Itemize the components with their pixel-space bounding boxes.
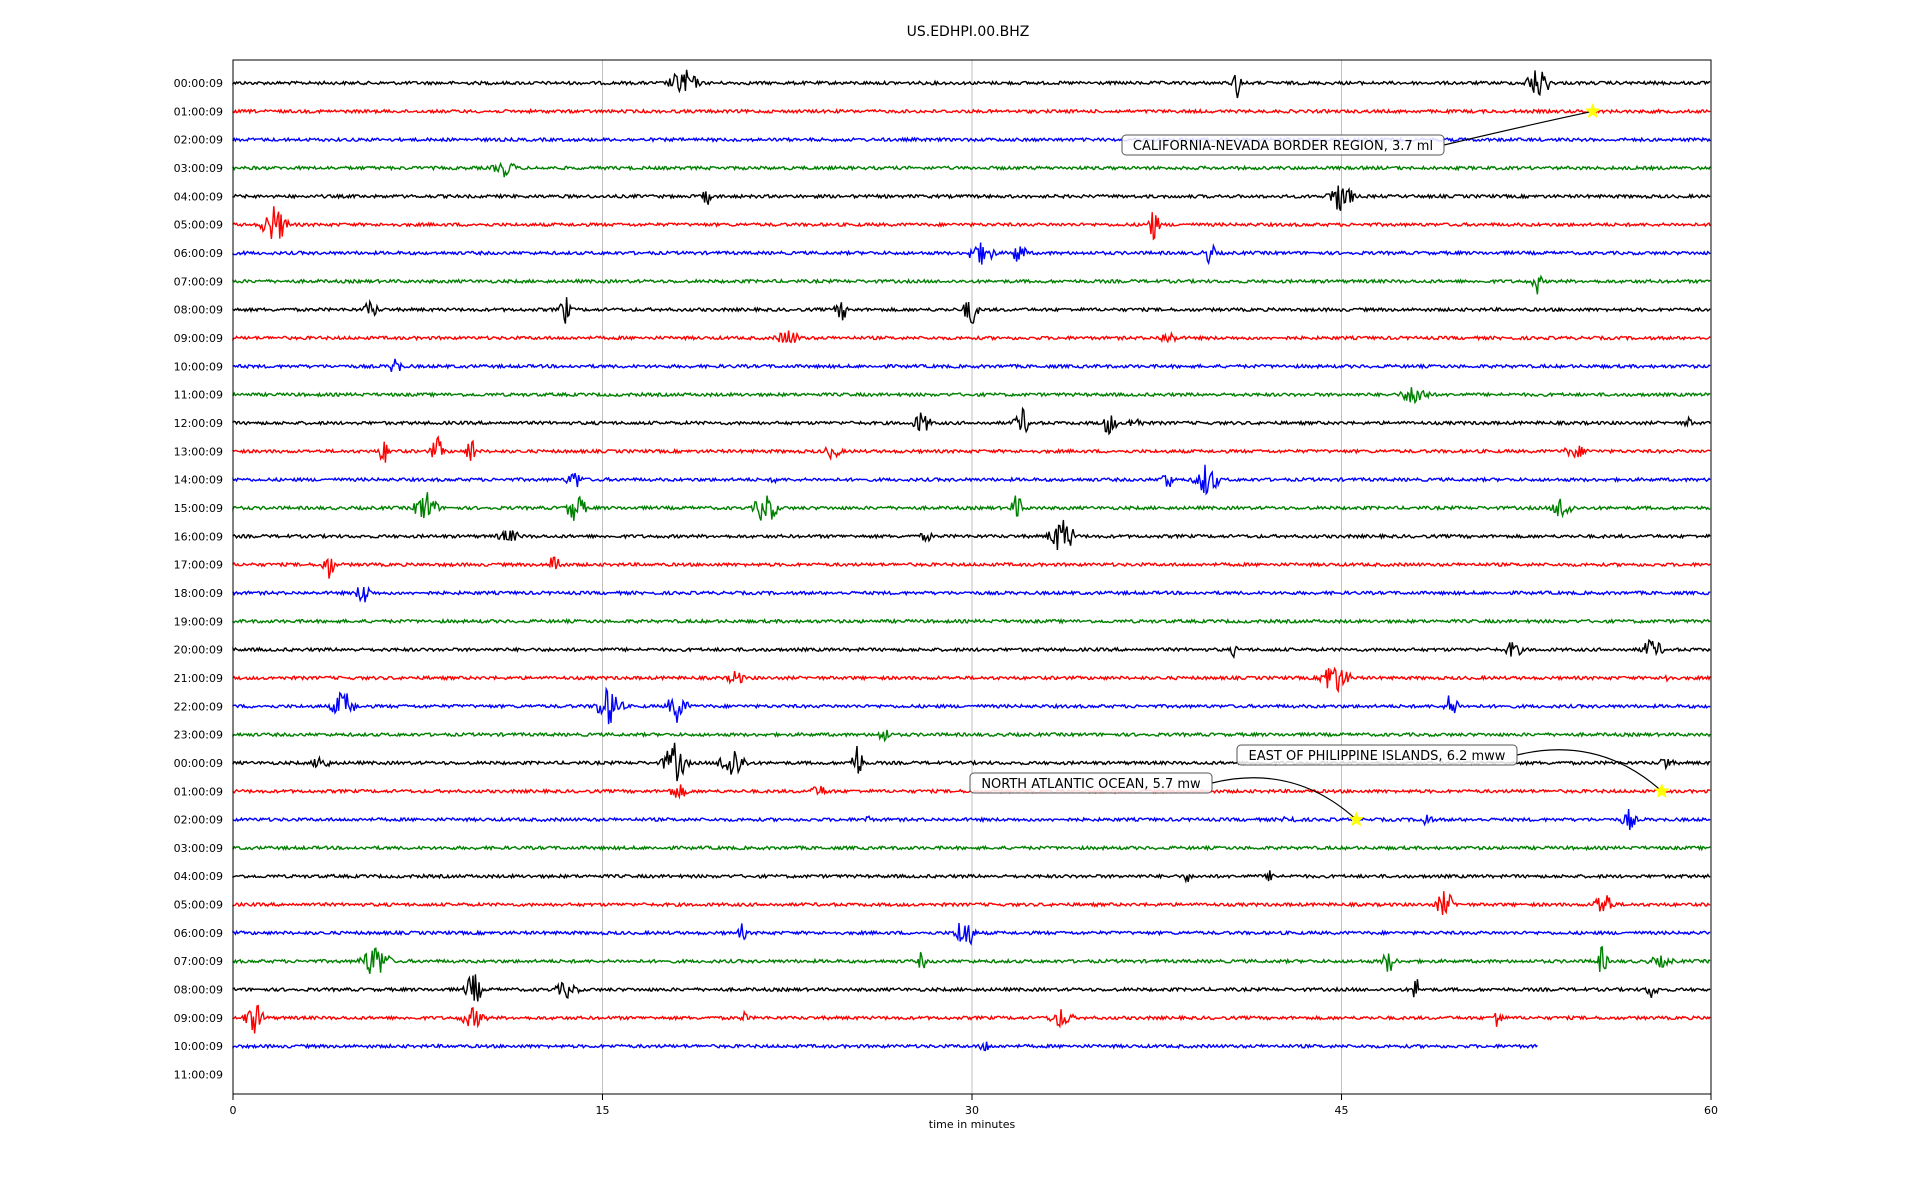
row-label: 04:00:09	[174, 190, 223, 203]
trace-line	[232, 107, 1711, 115]
row-label: 23:00:09	[174, 729, 223, 742]
x-tick-label: 45	[1335, 1104, 1349, 1117]
row-label: 21:00:09	[174, 672, 223, 685]
row-label: 00:00:09	[174, 757, 223, 770]
x-tick-label: 30	[965, 1104, 979, 1117]
x-axis: 0 15 30 45 60	[230, 1094, 1718, 1117]
trace-line	[232, 844, 1711, 852]
row-label: 06:00:09	[174, 247, 223, 260]
event-connector	[1211, 777, 1357, 821]
trace-line	[232, 922, 1711, 946]
grid-lines	[602, 60, 1342, 1094]
trace-line	[232, 519, 1711, 551]
trace-line	[232, 585, 1711, 603]
row-label: 19:00:09	[174, 615, 223, 628]
x-tick-label: 60	[1704, 1104, 1718, 1117]
trace-line	[232, 185, 1711, 211]
row-labels: 00:00:09 01:00:09 02:00:09 03:00:09 04:00:09…	[174, 77, 223, 1082]
trace-line	[232, 330, 1711, 344]
row-label: 16:00:09	[174, 530, 223, 543]
row-label: 22:00:09	[174, 700, 223, 713]
trace-line	[232, 69, 1711, 99]
event-label-box	[1236, 744, 1518, 766]
row-label: 08:00:09	[174, 984, 223, 997]
row-label: 05:00:09	[174, 219, 223, 232]
trace-line	[232, 297, 1711, 324]
row-label: 08:00:09	[174, 304, 223, 317]
row-label: 01:00:09	[174, 785, 223, 798]
row-label: 03:00:09	[174, 162, 223, 175]
row-label: 09:00:09	[174, 1012, 223, 1025]
row-label: 10:00:09	[174, 1040, 223, 1053]
row-label: 15:00:09	[174, 502, 223, 515]
trace-line	[232, 492, 1711, 521]
trace-line	[232, 435, 1711, 463]
row-label: 06:00:09	[174, 927, 223, 940]
row-label: 11:00:09	[174, 1069, 223, 1082]
row-label: 09:00:09	[174, 332, 223, 345]
event-label-box	[969, 772, 1213, 794]
x-axis-label: time in minutes	[929, 1118, 1016, 1131]
row-label: 13:00:09	[174, 445, 223, 458]
trace-line	[232, 206, 1711, 241]
row-label: 17:00:09	[174, 559, 223, 572]
trace-line	[232, 136, 1711, 143]
event-star-marker	[1348, 811, 1365, 827]
row-label: 00:00:09	[174, 77, 223, 90]
trace-line	[232, 1041, 1538, 1052]
row-label: 01:00:09	[174, 105, 223, 118]
trace-line	[232, 686, 1711, 725]
x-tick-label: 0	[230, 1104, 237, 1117]
row-label: 07:00:09	[174, 275, 223, 288]
row-label: 02:00:09	[174, 814, 223, 827]
event-label: NORTH ATLANTIC OCEAN, 5.7 mw	[981, 777, 1201, 792]
row-label: 04:00:09	[174, 870, 223, 883]
chart-title: US.EDHPI.00.BHZ	[907, 24, 1030, 40]
trace-line	[232, 358, 1711, 372]
row-label: 12:00:09	[174, 417, 223, 430]
trace-line	[232, 729, 1711, 743]
row-label: 14:00:09	[174, 474, 223, 487]
row-label: 02:00:09	[174, 134, 223, 147]
trace-line	[232, 945, 1711, 974]
event-label: EAST OF PHILIPPINE ISLANDS, 6.2 mww	[1249, 749, 1506, 764]
x-tick-label: 15	[596, 1104, 610, 1117]
trace-line	[232, 161, 1711, 178]
traces	[232, 69, 1711, 1052]
event-connector	[1516, 749, 1663, 792]
trace-line	[232, 1004, 1711, 1034]
event-star-marker	[1584, 102, 1601, 119]
event-label-box	[1121, 134, 1445, 156]
row-label: 03:00:09	[174, 842, 223, 855]
trace-line	[232, 406, 1711, 436]
row-label: 05:00:09	[174, 899, 223, 912]
trace-line	[232, 464, 1711, 496]
row-label: 07:00:09	[174, 955, 223, 968]
trace-line	[232, 387, 1711, 405]
trace-line	[232, 809, 1711, 831]
trace-line	[232, 638, 1711, 659]
trace-line	[232, 870, 1711, 884]
row-label: 11:00:09	[174, 389, 223, 402]
event-connector	[1443, 110, 1593, 146]
trace-line	[232, 891, 1711, 915]
event-annotations: CALIFORNIA-NEVADA BORDER REGION, 3.7 ml E…	[969, 102, 1670, 827]
row-label: 20:00:09	[174, 644, 223, 657]
trace-line	[232, 556, 1711, 579]
trace-line	[232, 974, 1711, 1002]
row-label: 18:00:09	[174, 587, 223, 600]
trace-line	[232, 617, 1711, 625]
trace-line	[232, 666, 1711, 694]
event-star-marker	[1653, 782, 1670, 799]
row-label: 10:00:09	[174, 360, 223, 373]
trace-line	[232, 242, 1711, 266]
trace-line	[232, 274, 1711, 295]
event-label: CALIFORNIA-NEVADA BORDER REGION, 3.7 ml	[1133, 139, 1433, 154]
